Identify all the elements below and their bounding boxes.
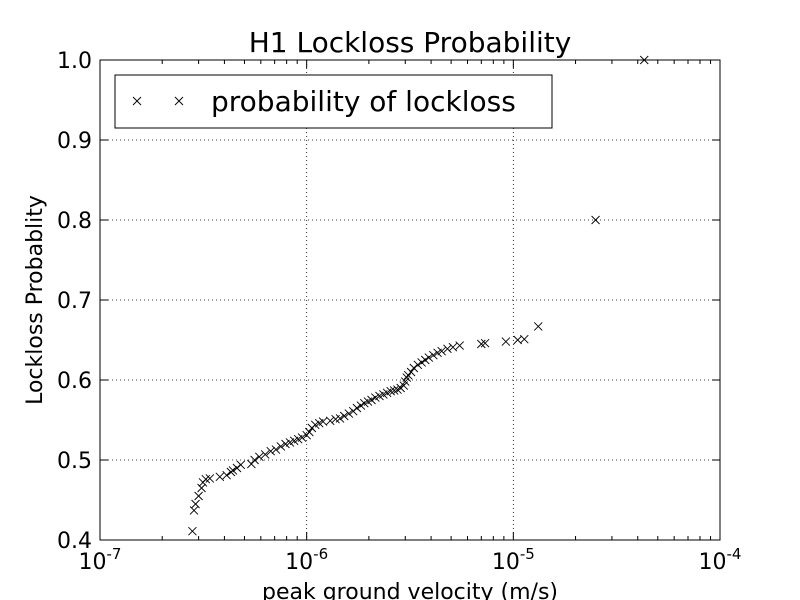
data-point [477,339,486,349]
y-tick-label: 1.0 [57,49,92,74]
y-tick-label: 0.6 [57,369,92,394]
y-axis-label: Lockloss Probablity [23,195,48,405]
data-point [305,427,314,437]
data-point [194,491,203,501]
data-point [406,367,416,377]
y-tick-label: 0.4 [57,529,92,554]
data-point [428,350,438,360]
legend-box [114,74,553,129]
data-point [325,416,335,426]
data-point [271,445,281,454]
legend: probability of lockloss [114,74,553,129]
data-point [352,403,362,413]
data-point [424,353,434,362]
data-point [215,472,225,482]
data-point [228,466,238,475]
legend-markers [132,96,184,106]
data-point [339,411,349,421]
data-point [281,439,290,449]
data-point [266,446,276,456]
data-point [501,337,511,346]
data-point [344,409,354,418]
data-point [480,338,490,348]
data-point [413,360,423,370]
y-tick-label: 0.8 [57,209,92,234]
data-point [250,455,259,465]
data-point [386,386,396,396]
data-point [389,386,399,395]
y-tick-label: 0.7 [57,289,92,314]
data-point [437,346,446,356]
data-point [533,322,543,331]
data-point [443,344,452,354]
data-point [191,499,200,509]
chart-title: H1 Lockloss Probability [249,26,572,59]
data-point [254,452,264,462]
data-point [205,474,215,483]
y-tick-label: 0.5 [57,449,92,474]
data-point [222,470,231,480]
y-tick-label: 0.9 [57,129,92,154]
legend-label: probability of lockloss [211,85,516,118]
data-point [236,460,246,470]
data-point [409,363,419,373]
x-tick-label: 10-4 [699,545,742,575]
data-point [260,450,270,459]
data-point [591,215,600,225]
data-point [367,395,376,405]
x-tick-label: 10-6 [285,545,328,575]
data-point [402,373,412,382]
data-point [247,459,256,469]
x-tick-label: 10-7 [79,545,122,575]
data-point [448,342,458,352]
y-tick-labels: 0.4 0.5 0.6 0.7 0.8 0.9 1.0 [57,49,92,554]
data-point [318,417,328,426]
data-point [276,442,286,451]
data-point [188,526,197,536]
data-point [455,341,464,350]
data-point [519,334,529,344]
data-point [417,358,426,367]
data-markers [188,55,649,536]
axis-ticks [99,59,721,541]
legend-marker [174,96,184,106]
legend-marker [132,96,142,106]
data-point [197,483,206,493]
data-point [297,433,307,442]
grid [100,60,720,540]
x-axis-label: peak ground velocity (m/s) [262,580,558,600]
x-tick-label: 10-5 [492,545,535,575]
data-point [335,414,345,423]
x-tick-labels: 10-7 10-6 10-5 10-4 [79,545,742,575]
